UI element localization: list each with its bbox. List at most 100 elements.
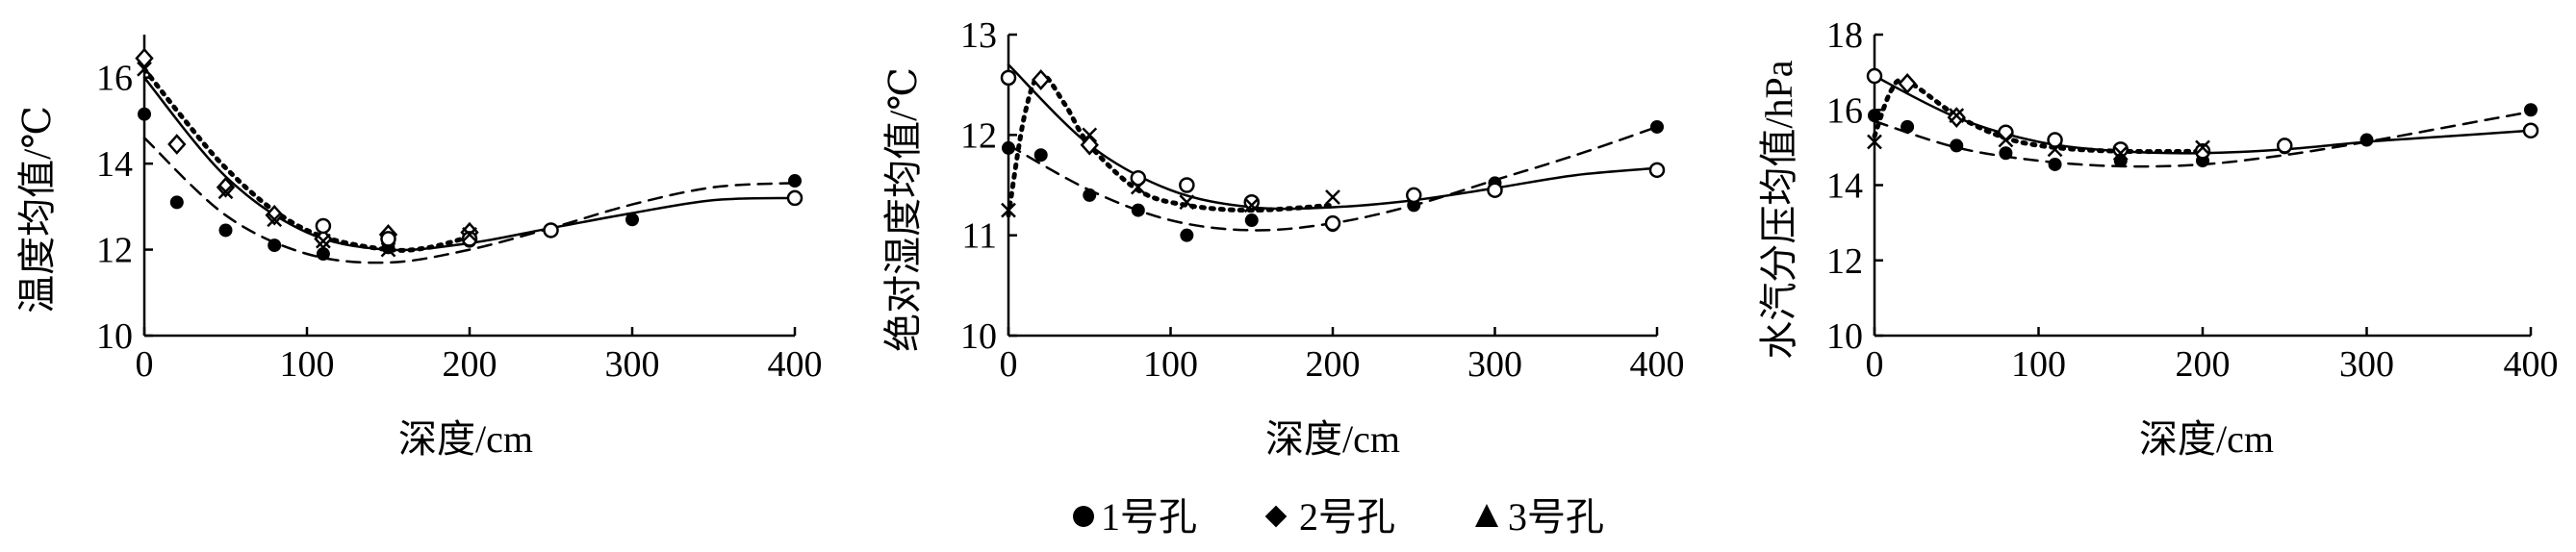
data-point-open-circle bbox=[2112, 141, 2129, 158]
data-point-cross bbox=[380, 241, 396, 258]
data-point-circle bbox=[169, 195, 184, 210]
data-point-circle bbox=[2524, 103, 2538, 117]
data-point-cross bbox=[462, 227, 477, 242]
x-tick-label: 400 bbox=[2504, 344, 2559, 385]
y-tick-label: 11 bbox=[961, 216, 997, 257]
data-point-circle bbox=[1083, 188, 1097, 202]
fit-curve bbox=[1007, 125, 1659, 232]
x-axis-title: 深度/cm bbox=[2139, 417, 2274, 461]
data-point-circle bbox=[1999, 146, 2013, 161]
chart-plot: 0 100 200 300 400 10 12 14 16 18 bbox=[1826, 15, 2559, 385]
x-tick-label: 0 bbox=[1866, 344, 1884, 385]
data-point-cross bbox=[2112, 145, 2129, 162]
x-tick-label: 0 bbox=[1000, 344, 1018, 385]
y-tick-label: 16 bbox=[96, 59, 133, 99]
legend: 1号孔 2号孔 3号孔 bbox=[1073, 495, 1604, 539]
data-point-cross bbox=[316, 233, 331, 249]
data-point-open-circle bbox=[1130, 169, 1147, 187]
data-point-open-circle bbox=[1406, 187, 1422, 204]
data-point-cross bbox=[1130, 179, 1146, 195]
x-tick-label: 400 bbox=[1630, 344, 1685, 385]
data-point-circle bbox=[1244, 213, 1259, 228]
data-point-cross bbox=[2195, 139, 2210, 156]
y-tick-label: 10 bbox=[96, 316, 133, 357]
x-axis-title: 深度/cm bbox=[398, 417, 533, 461]
data-point-open-circle bbox=[1648, 162, 1666, 179]
fit-curve bbox=[142, 137, 797, 264]
x-axis-title: 深度/cm bbox=[1265, 417, 1400, 461]
data-point-diamond bbox=[216, 176, 236, 198]
data-point-circle bbox=[1900, 119, 1915, 134]
data-point-open-circle bbox=[2047, 132, 2063, 148]
data-point-open-circle bbox=[380, 231, 396, 247]
data-point-diamond bbox=[265, 204, 284, 226]
panel-vapor-pressure: 水汽分压均值/hPa 深度/cm bbox=[1757, 60, 2274, 461]
data-point-open-circle bbox=[2277, 138, 2293, 154]
legend-marker-triangle bbox=[1475, 504, 1498, 527]
y-tick-label: 13 bbox=[960, 15, 997, 56]
data-point-open-circle bbox=[1866, 67, 1883, 85]
y-tick-label: 10 bbox=[1826, 316, 1863, 357]
x-tick-label: 200 bbox=[2176, 344, 2231, 385]
fit-curve bbox=[1873, 74, 2533, 155]
data-point-open-circle bbox=[1000, 69, 1017, 87]
legend-label: 3号孔 bbox=[1508, 495, 1604, 539]
data-point-circle bbox=[1033, 148, 1048, 163]
data-point-cross bbox=[217, 184, 234, 200]
legend-marker-circle bbox=[1073, 506, 1094, 527]
x-tick-label: 400 bbox=[768, 344, 823, 385]
data-point-cross bbox=[1082, 127, 1098, 143]
data-point-circle bbox=[1131, 203, 1145, 217]
data-point-circle bbox=[138, 107, 151, 121]
data-point-cross bbox=[137, 61, 152, 77]
x-tick-label: 0 bbox=[136, 344, 154, 385]
y-tick-label: 10 bbox=[960, 316, 997, 357]
data-point-circle bbox=[1002, 140, 1015, 155]
data-point-circle bbox=[316, 247, 330, 262]
data-point-open-circle bbox=[1179, 177, 1195, 193]
data-point-cross bbox=[1998, 132, 2014, 148]
data-point-diamond bbox=[167, 134, 187, 155]
data-point-diamond bbox=[1080, 134, 1099, 156]
data-point-circle bbox=[788, 174, 802, 188]
y-axis-title: 温度均值/℃ bbox=[15, 106, 59, 314]
chart-plot: 0 100 200 300 400 10 11 12 13 bbox=[960, 15, 1685, 385]
chart-plot: 0 100 200 300 400 10 12 14 16 bbox=[96, 35, 823, 385]
x-tick-label: 300 bbox=[605, 344, 660, 385]
fit-curve bbox=[141, 66, 472, 253]
x-tick-label: 100 bbox=[280, 344, 335, 385]
x-tick-label: 200 bbox=[1306, 344, 1361, 385]
x-tick-label: 300 bbox=[2339, 344, 2394, 385]
fit-curve bbox=[1006, 72, 1336, 218]
data-point-circle bbox=[2359, 133, 2374, 147]
data-point-cross bbox=[267, 212, 283, 228]
y-tick-label: 14 bbox=[1826, 166, 1863, 207]
y-tick-label: 14 bbox=[96, 144, 133, 185]
y-tick-label: 12 bbox=[96, 231, 133, 271]
data-point-circle bbox=[2048, 157, 2062, 171]
data-point-circle bbox=[268, 238, 282, 253]
x-tick-label: 300 bbox=[1467, 344, 1522, 385]
panel-absolute-humidity: 绝对湿度均值/℃ 深度/cm bbox=[881, 67, 1400, 461]
data-point-open-circle bbox=[1998, 124, 2014, 140]
data-point-open-circle bbox=[1487, 182, 1503, 198]
x-tick-label: 200 bbox=[443, 344, 497, 385]
data-point-open-circle bbox=[543, 222, 559, 238]
data-point-cross bbox=[2047, 141, 2063, 158]
data-point-open-circle bbox=[461, 231, 478, 247]
fit-curve bbox=[1007, 63, 1659, 211]
data-point-open-circle bbox=[2194, 143, 2211, 160]
y-axis-title: 水汽分压均值/hPa bbox=[1757, 60, 1800, 359]
data-point-circle bbox=[1868, 109, 1881, 123]
data-point-cross bbox=[1325, 189, 1340, 205]
y-axis-title: 绝对湿度均值/℃ bbox=[881, 67, 925, 352]
data-point-open-circle bbox=[315, 217, 332, 235]
data-point-diamond bbox=[1032, 69, 1051, 90]
y-tick-label: 12 bbox=[960, 115, 997, 156]
data-point-open-circle bbox=[1243, 193, 1260, 211]
panel-temperature: 温度均值/℃ 深度/cm bbox=[15, 106, 533, 461]
data-point-circle bbox=[1950, 138, 1964, 153]
data-point-circle bbox=[218, 223, 233, 238]
data-point-cross bbox=[1243, 197, 1260, 213]
